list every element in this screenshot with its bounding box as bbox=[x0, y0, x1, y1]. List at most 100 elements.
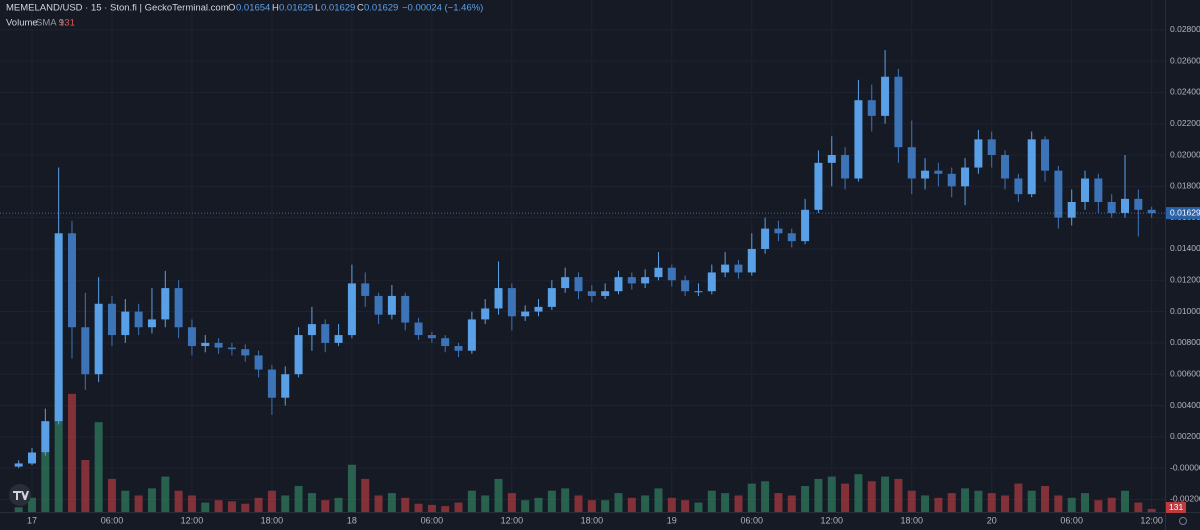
y-tick-label: 0.01400 bbox=[1170, 243, 1200, 253]
volume-bar bbox=[894, 478, 903, 512]
volume-bar bbox=[294, 486, 303, 512]
y-tick-label: 0.02600 bbox=[1170, 55, 1200, 65]
volume-bar bbox=[387, 493, 396, 512]
y-tick-label: -0.00200 bbox=[1170, 494, 1200, 504]
volume-bar bbox=[374, 495, 383, 512]
candle-body bbox=[1134, 198, 1143, 210]
candle-body bbox=[201, 342, 210, 347]
open-value: 0.01654 bbox=[236, 3, 270, 14]
volume-bar bbox=[867, 481, 876, 512]
volume-bar bbox=[201, 502, 210, 512]
y-tick-label: 0.01200 bbox=[1170, 275, 1200, 285]
candle-body bbox=[547, 288, 556, 307]
volume-bar bbox=[1041, 486, 1050, 512]
candle-body bbox=[801, 209, 810, 242]
volume-bar bbox=[841, 483, 850, 512]
y-tick-label: 0.00200 bbox=[1170, 431, 1200, 441]
candle-body bbox=[654, 267, 663, 278]
volume-bar bbox=[401, 497, 410, 512]
candle-body bbox=[467, 319, 476, 351]
volume-bar bbox=[441, 506, 450, 512]
candle-body bbox=[107, 303, 116, 336]
high-label: H bbox=[272, 3, 279, 14]
candle-body bbox=[334, 335, 343, 343]
volume-bar bbox=[54, 382, 63, 512]
gear[interactable] bbox=[1179, 517, 1187, 525]
volume-bar bbox=[774, 493, 783, 512]
volume-bar bbox=[507, 493, 516, 512]
candle-body bbox=[907, 147, 916, 179]
volume-bar bbox=[681, 500, 690, 512]
candle-body bbox=[81, 327, 90, 375]
y-tick-label: 0.02800 bbox=[1170, 24, 1200, 34]
candle-body bbox=[1027, 139, 1036, 195]
last-volume-label: 131 bbox=[1169, 502, 1183, 512]
volume-bar bbox=[307, 493, 316, 512]
candle-body bbox=[481, 308, 490, 320]
candle-body bbox=[987, 139, 996, 156]
candle-body bbox=[521, 311, 530, 317]
volume-bar bbox=[1121, 490, 1130, 512]
volume-bar bbox=[1147, 508, 1156, 512]
change-value: −0.00024 (−1.46%) bbox=[402, 3, 483, 14]
y-tick-label: 0.00800 bbox=[1170, 337, 1200, 347]
volume-bar bbox=[1081, 493, 1090, 512]
candle-body bbox=[454, 346, 463, 351]
candle-body bbox=[601, 291, 610, 296]
x-tick-label: 06:00 bbox=[1060, 515, 1083, 525]
candle-body bbox=[134, 311, 143, 328]
candle-body bbox=[387, 295, 396, 315]
volume-bar bbox=[881, 476, 890, 512]
candle-body bbox=[721, 264, 730, 273]
candle-body bbox=[627, 277, 636, 284]
candle-body bbox=[854, 100, 863, 179]
volume-bar bbox=[1001, 495, 1010, 512]
volume-bar bbox=[1014, 483, 1023, 512]
y-tick-label: 0.02400 bbox=[1170, 87, 1200, 97]
last-volume-badge bbox=[1166, 502, 1186, 513]
volume-layer bbox=[14, 382, 1156, 512]
volume-bar bbox=[667, 497, 676, 512]
volume-bar bbox=[747, 483, 756, 512]
volume-bar bbox=[107, 478, 116, 512]
candle-body bbox=[881, 76, 890, 116]
candle-body bbox=[67, 233, 76, 328]
candle-body bbox=[947, 173, 956, 187]
volume-bar bbox=[187, 495, 196, 512]
volume-bar bbox=[67, 393, 76, 512]
candle-body bbox=[307, 324, 316, 336]
candle-body bbox=[294, 335, 303, 375]
close-label: C bbox=[357, 3, 364, 14]
volume-bar bbox=[574, 495, 583, 512]
volume-bar bbox=[361, 478, 370, 512]
candle-body bbox=[1014, 178, 1023, 195]
candle-body bbox=[14, 463, 23, 467]
candle-body bbox=[761, 228, 770, 249]
volume-bar bbox=[801, 486, 810, 512]
candle-body bbox=[587, 291, 596, 296]
settings-icon[interactable] bbox=[1179, 517, 1187, 525]
candle-body bbox=[787, 233, 796, 242]
candle-body bbox=[214, 342, 223, 348]
candle-body bbox=[401, 295, 410, 323]
volume-bar bbox=[214, 500, 223, 512]
volume-bar bbox=[987, 493, 996, 512]
volume-bar bbox=[921, 495, 930, 512]
candle-body bbox=[227, 347, 236, 350]
volume-bar bbox=[734, 495, 743, 512]
volume-bar bbox=[614, 493, 623, 512]
x-tick-label: 18:00 bbox=[261, 515, 284, 525]
volume-bar bbox=[547, 490, 556, 512]
volume-bar bbox=[241, 503, 250, 512]
volume-bar bbox=[934, 497, 943, 512]
candle-body bbox=[667, 267, 676, 281]
candle-body bbox=[161, 288, 170, 320]
volume-bar bbox=[454, 502, 463, 512]
x-tick-label: 12:00 bbox=[181, 515, 204, 525]
candle-body bbox=[1054, 170, 1063, 218]
x-tick-label: 20 bbox=[987, 515, 997, 525]
volume-bar bbox=[1067, 497, 1076, 512]
